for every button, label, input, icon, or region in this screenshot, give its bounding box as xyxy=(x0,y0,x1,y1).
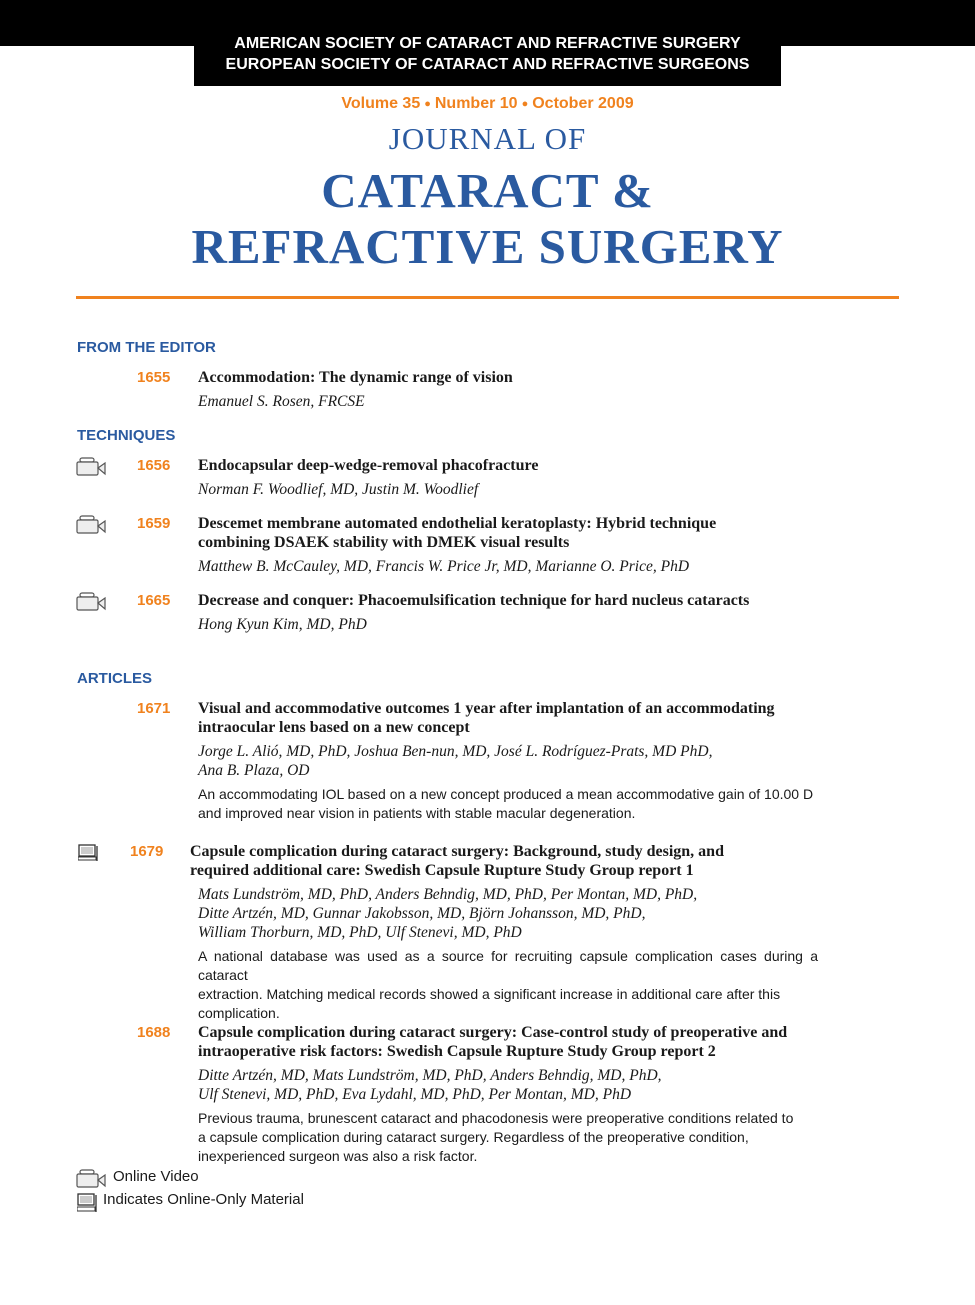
header-divider xyxy=(76,296,899,299)
article-title[interactable]: Descemet membrane automated endothelial … xyxy=(198,514,818,552)
journal-title-line-2: REFRACTIVE SURGERY xyxy=(191,219,784,274)
article-authors: Mats Lundström, MD, PhD, Anders Behndig,… xyxy=(198,885,818,942)
video-camera-icon xyxy=(76,515,106,534)
page-number: 1679 xyxy=(130,843,164,860)
article-title[interactable]: Capsule complication during cataract sur… xyxy=(198,1023,818,1061)
legend-video-label: Online Video xyxy=(113,1168,199,1185)
section-heading-articles: ARTICLES xyxy=(77,670,152,687)
society-line-1: AMERICAN SOCIETY OF CATARACT AND REFRACT… xyxy=(234,35,741,52)
page-number: 1665 xyxy=(137,592,171,609)
article-title-line: Capsule complication during cataract sur… xyxy=(198,1024,788,1041)
article-title-line: Capsule complication during cataract sur… xyxy=(190,843,724,860)
abstract-line: a capsule complication during cataract s… xyxy=(198,1129,749,1145)
page-number: 1671 xyxy=(137,700,171,717)
article-title-line: intraoperative risk factors: Swedish Cap… xyxy=(198,1043,716,1060)
article-abstract: A national database was used as a source… xyxy=(198,947,818,1023)
authors-line: Ana B. Plaza, OD xyxy=(198,762,310,779)
abstract-line: A national database was used as a source… xyxy=(198,948,818,983)
abstract-line: An accommodating IOL based on a new conc… xyxy=(198,786,814,802)
authors-line: Jorge L. Alió, MD, PhD, Joshua Ben-nun, … xyxy=(198,743,713,760)
journal-of-label: JOURNAL OF xyxy=(388,121,587,156)
society-banner: AMERICAN SOCIETY OF CATARACT AND REFRACT… xyxy=(194,26,781,86)
authors-line: Ditte Artzén, MD, Gunnar Jakobsson, MD, … xyxy=(198,905,646,922)
article-title-line: combining DSAEK stability with DMEK visu… xyxy=(198,534,570,551)
article-title[interactable]: Decrease and conquer: Phacoemulsificatio… xyxy=(198,592,750,609)
computer-icon xyxy=(78,844,98,861)
issue-number: Number 10 xyxy=(434,95,518,112)
article-authors: Norman F. Woodlief, MD, Justin M. Woodli… xyxy=(198,481,479,498)
article-authors: Matthew B. McCauley, MD, Francis W. Pric… xyxy=(198,558,690,575)
bullet-icon: ● xyxy=(424,97,431,110)
article-title-line: intraocular lens based on a new concept xyxy=(198,719,470,736)
authors-line: William Thorburn, MD, PhD, Ulf Stenevi, … xyxy=(198,924,522,941)
article-authors: Emanuel S. Rosen, FRCSE xyxy=(198,393,365,410)
page-number: 1655 xyxy=(137,369,171,386)
article-title-line: Visual and accommodative outcomes 1 year… xyxy=(198,700,775,717)
article-authors: Jorge L. Alió, MD, PhD, Joshua Ben-nun, … xyxy=(198,742,818,780)
abstract-line: extraction. Matching medical records sho… xyxy=(198,986,781,1002)
bullet-icon: ● xyxy=(521,97,529,110)
video-camera-icon xyxy=(76,457,106,476)
article-title[interactable]: Capsule complication during cataract sur… xyxy=(190,842,810,880)
legend-online-only-label: Indicates Online-Only Material xyxy=(103,1191,304,1208)
abstract-line: and improved near vision in patients wit… xyxy=(198,805,636,821)
article-title[interactable]: Endocapsular deep-wedge-removal phacofra… xyxy=(198,457,539,474)
article-authors: Ditte Artzén, MD, Mats Lundström, MD, Ph… xyxy=(198,1066,818,1104)
article-abstract: Previous trauma, brunescent cataract and… xyxy=(198,1109,818,1166)
article-authors: Hong Kyun Kim, MD, PhD xyxy=(198,616,367,633)
section-heading-editor: FROM THE EDITOR xyxy=(77,339,216,356)
abstract-line: Previous trauma, brunescent cataract and… xyxy=(198,1110,794,1126)
page-number: 1656 xyxy=(137,457,171,474)
page-number: 1659 xyxy=(137,515,171,532)
video-camera-icon xyxy=(76,592,106,611)
authors-line: Mats Lundström, MD, PhD, Anders Behndig,… xyxy=(198,886,698,903)
computer-icon xyxy=(77,1193,97,1212)
video-camera-icon xyxy=(76,1169,106,1188)
authors-line: Ulf Stenevi, MD, PhD, Eva Lydahl, MD, Ph… xyxy=(198,1086,632,1103)
issue-date: October 2009 xyxy=(532,95,634,112)
abstract-line: inexperienced surgeon was also a risk fa… xyxy=(198,1148,478,1164)
abstract-line: complication. xyxy=(198,1005,280,1021)
journal-title-line-1: CATARACT & xyxy=(321,163,654,218)
issue-info: Volume 35 ● Number 10 ● October 2009 xyxy=(0,95,975,113)
article-title-line: required additional care: Swedish Capsul… xyxy=(190,862,694,879)
authors-line: Ditte Artzén, MD, Mats Lundström, MD, Ph… xyxy=(198,1067,662,1084)
article-title[interactable]: Visual and accommodative outcomes 1 year… xyxy=(198,699,818,737)
volume: Volume 35 xyxy=(341,95,421,112)
page-number: 1688 xyxy=(137,1024,171,1041)
article-title-line: Descemet membrane automated endothelial … xyxy=(198,515,717,532)
society-line-2: EUROPEAN SOCIETY OF CATARACT AND REFRACT… xyxy=(225,56,750,73)
article-title[interactable]: Accommodation: The dynamic range of visi… xyxy=(198,369,513,386)
section-heading-techniques: TECHNIQUES xyxy=(77,427,176,444)
article-abstract: An accommodating IOL based on a new conc… xyxy=(198,785,818,823)
